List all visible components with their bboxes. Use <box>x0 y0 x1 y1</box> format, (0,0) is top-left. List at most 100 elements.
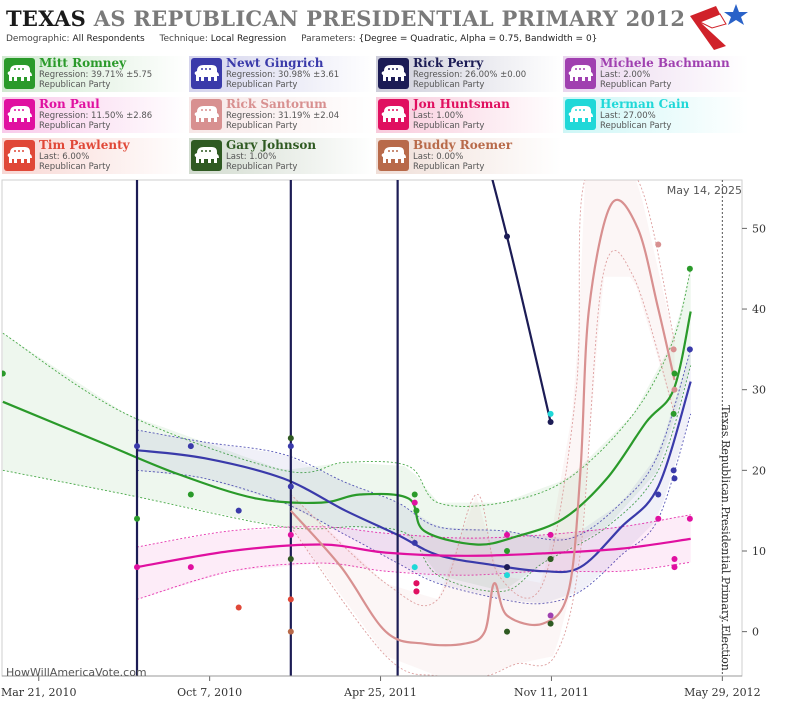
candidate-party: Republican Party <box>226 80 298 90</box>
newt-gingrich-poll-point <box>655 491 662 498</box>
elephant-icon <box>565 99 596 130</box>
candidate-name: Herman Cain <box>600 97 690 111</box>
candidate-party: Republican Party <box>226 162 298 172</box>
legend-item-michele-bachmann: Michele Bachmann Last: 2.00% Republican Pa… <box>563 56 749 92</box>
candidate-name: Ron Paul <box>39 97 100 111</box>
chart-axes: 0 10 20 30 40 50 Mar 21, 2010 Oct 7, 2010 Apr 25… <box>1 222 766 699</box>
rick-santorum-upper-bound <box>290 180 675 607</box>
title-rest: AS REPUBLICAN PRESIDENTIAL PRIMARY 2012 <box>93 6 686 31</box>
trend-lines <box>2 180 692 676</box>
chart-header: TEXAS AS REPUBLICAN PRESIDENTIAL PRIMARY… <box>0 0 789 56</box>
y-tick-label: 20 <box>752 464 766 477</box>
candidate-name: Michele Bachmann <box>600 56 730 70</box>
mitt-romney-poll-point <box>504 547 511 554</box>
newt-gingrich-poll-point <box>411 539 418 546</box>
gary-johnson-poll-point <box>504 628 511 635</box>
mitt-romney-poll-point <box>670 410 677 417</box>
candidate-stat: Regression: 39.71% ±5.75 <box>39 70 153 80</box>
chart-background <box>0 178 789 704</box>
herman-cain-poll-point <box>547 410 554 417</box>
ron-paul-poll-point <box>411 499 418 506</box>
elephant-icon <box>378 58 409 89</box>
candidate-party: Republican Party <box>39 80 111 90</box>
candidate-stat: Last: 1.00% <box>413 111 464 121</box>
michele-bachmann-poll-point <box>547 612 554 619</box>
y-tick-label: 40 <box>752 303 766 316</box>
ron-paul-lower-bound <box>136 561 691 600</box>
title-state: TEXAS <box>6 6 87 31</box>
newt-gingrich-poll-point <box>287 443 294 450</box>
newt-gingrich-confidence-band <box>137 349 691 604</box>
y-tick-label: 10 <box>752 545 766 558</box>
ron-paul-poll-point <box>547 531 554 538</box>
mitt-romney-poll-point <box>413 507 420 514</box>
herman-cain-poll-point <box>504 572 511 579</box>
candidate-name: Jon Huntsman <box>413 97 510 111</box>
parameters-label: Parameters: <box>301 34 356 44</box>
x-tick-label: Oct 7, 2010 <box>177 686 242 699</box>
candidate-name: Gary Johnson <box>226 138 317 152</box>
mitt-romney-poll-point <box>411 491 418 498</box>
candidate-party: Republican Party <box>39 162 111 172</box>
mitt-romney-lower-bound <box>2 365 692 593</box>
legend-item-rick-perry: Rick Perry Regression: 26.00% ±0.00 Republ… <box>376 56 562 92</box>
technique-label: Technique: <box>159 34 208 44</box>
candidate-name: Buddy Roemer <box>413 138 513 152</box>
legend-item-gary-johnson: Gary Johnson Last: 1.00% Republican Party <box>189 138 375 174</box>
candidate-stat: Regression: 26.00% ±0.00 <box>413 70 527 80</box>
legend-item-mitt-romney: Mitt Romney Regression: 39.71% ±5.75 Repub… <box>2 56 188 92</box>
elephant-icon <box>4 140 35 171</box>
newt-gingrich-poll-point <box>187 443 194 450</box>
legend-item-newt-gingrich: Newt Gingrich Regression: 30.98% ±3.61 Rep… <box>189 56 375 92</box>
demographic-value: All Respondents <box>72 34 145 44</box>
demographic-label: Demographic: <box>6 34 70 44</box>
rick-santorum-poll-point <box>670 346 677 353</box>
rick-santorum-poll-point <box>655 241 662 248</box>
elephant-icon <box>378 99 409 130</box>
candidate-name: Rick Perry <box>413 56 484 70</box>
x-tick-label: Mar 21, 2010 <box>1 686 77 699</box>
poll-points <box>2 233 693 635</box>
candidate-party: Republican Party <box>413 121 485 131</box>
ron-paul-poll-point <box>671 564 678 571</box>
rick-santorum-poll-point <box>671 386 678 393</box>
ron-paul-poll-point <box>187 564 194 571</box>
legend-item-buddy-roemer: Buddy Roemer Last: 0.00% Republican Party <box>376 138 562 174</box>
poll-chart: 0 10 20 30 40 50 Mar 21, 2010 Oct 7, 2010 Apr 25… <box>0 178 789 704</box>
gary-johnson-poll-point <box>287 435 294 442</box>
legend-item-tim-pawlenty: Tim Pawlenty Last: 6.00% Republican Party <box>2 138 188 174</box>
candidate-party: Republican Party <box>600 80 672 90</box>
election-day-label: Texas Republican Presidential Primary El… <box>719 405 732 671</box>
technique-value: Local Regression <box>210 34 287 44</box>
candidate-stat: Regression: 30.98% ±3.61 <box>226 70 340 80</box>
watermark-text: HowWillAmericaVote.com <box>6 666 147 679</box>
candidate-name: Rick Santorum <box>226 97 327 111</box>
gary-johnson-poll-point <box>287 556 294 563</box>
mitt-romney-poll-point <box>187 491 194 498</box>
rick-perry-poll-point <box>547 418 554 425</box>
legend-item-ron-paul: Ron Paul Regression: 11.50% ±2.86 Republic… <box>2 97 188 133</box>
candidate-stat: Last: 1.00% <box>226 152 277 162</box>
candidate-name: Newt Gingrich <box>226 56 324 70</box>
candidate-stat: Regression: 31.19% ±2.04 <box>226 111 340 121</box>
mitt-romney-poll-point <box>134 515 141 522</box>
jon-huntsman-poll-point <box>413 588 420 595</box>
elephant-icon <box>4 58 35 89</box>
newt-gingrich-poll-point <box>671 475 678 482</box>
buddy-roemer-poll-point <box>287 628 294 635</box>
gary-johnson-poll-point <box>547 620 554 627</box>
site-logo-icon <box>690 4 748 50</box>
gary-johnson-poll-point <box>547 556 554 563</box>
candidate-name: Mitt Romney <box>39 56 127 70</box>
candidate-stat: Regression: 11.50% ±2.86 <box>39 111 153 121</box>
newt-gingrich-poll-point <box>134 443 141 450</box>
y-tick-label: 50 <box>752 222 766 235</box>
mitt-romney-trend-line <box>2 311 692 546</box>
legend-item-jon-huntsman: Jon Huntsman Last: 1.00% Republican Party <box>376 97 562 133</box>
chart-title: TEXAS AS REPUBLICAN PRESIDENTIAL PRIMARY… <box>6 6 685 31</box>
as-of-date-label: May 14, 2025 <box>667 184 742 197</box>
elephant-icon <box>191 99 222 130</box>
candidate-stat: Last: 27.00% <box>600 111 656 121</box>
ron-paul-upper-bound <box>136 514 691 548</box>
elephant-icon <box>191 58 222 89</box>
